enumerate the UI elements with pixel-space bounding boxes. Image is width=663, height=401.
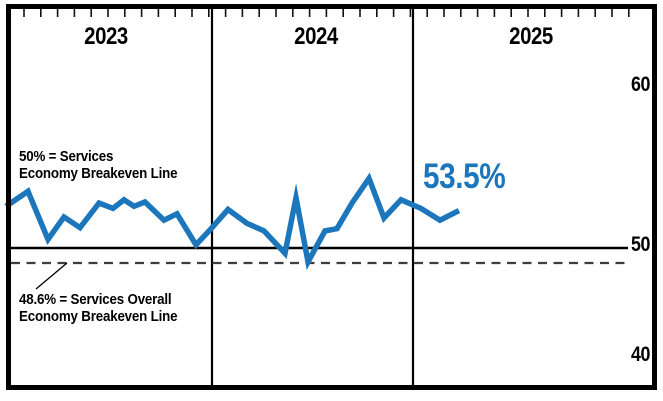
breakeven-486-annotation-line1: 48.6% = Services Overall [19, 292, 172, 308]
year-label-2023: 2023 [84, 23, 128, 50]
breakeven-50-annotation: 50% = Services Economy Breakeven Line [19, 149, 178, 182]
pmi-line [4, 172, 461, 270]
y-axis-label-50: 50 [630, 233, 650, 256]
breakeven-50-annotation-line1: 50% = Services [19, 149, 114, 165]
y-axis-label-60: 60 [630, 73, 650, 96]
breakeven-486-annotation-line2: Economy Breakeven Line [19, 308, 178, 325]
y-axis-label-40: 40 [630, 343, 650, 366]
chart-frame [6, 4, 657, 390]
latest-value-label: 53.5% [423, 157, 506, 196]
year-label-2025: 2025 [509, 23, 553, 50]
breakeven-50-annotation-line2: Economy Breakeven Line [19, 165, 178, 182]
year-label-2024: 2024 [294, 23, 338, 50]
annotation-pointer-line [35, 262, 68, 290]
breakeven-486-annotation: 48.6% = Services Overall Economy Breakev… [19, 292, 178, 325]
